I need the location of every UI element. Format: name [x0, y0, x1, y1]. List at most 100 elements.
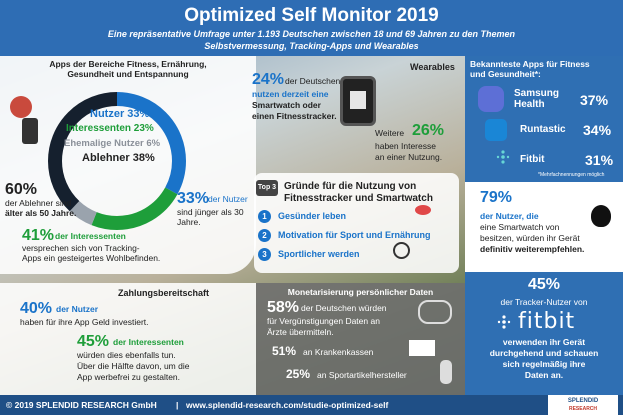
fitbit-text-2: verwenden ihr Gerät	[502, 337, 586, 347]
apple-logo-icon	[591, 205, 611, 227]
stopwatch-icon	[393, 242, 410, 259]
wearables-text-1b: nutzen derzeit eine	[252, 89, 329, 99]
monetarisierung-pct-2: 51%	[272, 344, 297, 358]
bekannteste-footnote: *Mehrfachnennungen möglich	[538, 172, 605, 178]
donut-label-nutzer: Nutzer 33%	[90, 108, 150, 120]
phone-icon	[22, 118, 38, 144]
fitbit-text-1: der Tracker-Nutzer von	[500, 297, 588, 307]
zahlung-text-1b: haben für ihre App Geld investiert.	[20, 317, 149, 327]
donut-label-interessenten: Interessenten 23%	[66, 123, 154, 134]
apple-text-3: besitzen, würden ihr Gerät	[480, 233, 580, 243]
wearables-text-1d: einen Fitnesstracker.	[252, 111, 337, 121]
splendid-research-logo: SPLENDID RESEARCH	[548, 395, 618, 415]
wearables-text-1c: Smartwatch oder	[252, 100, 321, 110]
wearables-pct-1: 24%	[252, 71, 285, 88]
wearables-text-2b: an einer Nutzung.	[375, 152, 443, 162]
monetarisierung-pct-1: 58%	[267, 299, 300, 316]
wearables-text-1a: der Deutschen	[285, 76, 341, 86]
ablehner-pct: 60%	[5, 181, 38, 198]
gruende-item: 3 Sportlicher werden	[258, 248, 438, 267]
monetarisierung-text-1b: für Vergünstigungen Daten an	[267, 316, 380, 326]
monetarisierung-text-1a: der Deutschen würden	[301, 303, 387, 313]
fruit-icon	[415, 205, 431, 215]
fitbit-logo-text: fitbit	[518, 309, 576, 334]
interessenten-pct: 41%	[22, 227, 55, 244]
zahlung-title: Zahlungsbereitschaft	[118, 288, 210, 298]
apple-panel	[465, 182, 623, 272]
fitbit-logo-dots-svg	[497, 315, 511, 329]
zahlung-pct-2: 45%	[77, 333, 110, 350]
footer: © 2019 SPLENDID RESEARCH GmbH | www.sple…	[0, 395, 623, 415]
gruende-item-text: Gesünder leben	[278, 211, 347, 221]
header: Optimized Self Monitor 2019 Eine repräse…	[0, 0, 623, 56]
page-title: Optimized Self Monitor 2019	[184, 5, 439, 26]
apps-donut-chart	[48, 92, 186, 230]
logo-line-1: SPLENDID	[567, 398, 599, 404]
interessenten-text-2: versprechen sich von Tracking-	[22, 243, 140, 253]
nutzer-text-2: sind jünger als 30	[177, 207, 244, 217]
subtitle-line-2: Selbstvermessung, Tracking-Apps und Wear…	[204, 41, 419, 51]
footer-copyright: © 2019 SPLENDID RESEARCH GmbH	[6, 400, 157, 410]
fitbit-dots-svg	[496, 150, 510, 164]
donut-label-ablehner: Ablehner 38%	[82, 152, 155, 164]
donut-segment-interessenten	[48, 92, 186, 230]
gruende-item-text: Sportlicher werden	[278, 249, 360, 259]
runner-icon	[440, 360, 452, 384]
nutzer-text-3: Jahre.	[177, 217, 201, 227]
apps-title-line-1: Apps der Bereiche Fitness, Ernährung,	[49, 59, 207, 69]
wearables-pct-2: 26%	[412, 122, 445, 139]
apps-title-line-2: Gesundheit und Entspannung	[67, 69, 189, 79]
monetarisierung-text-2: an Krankenkassen	[303, 347, 374, 357]
fitbit-text-5: Daten an.	[524, 370, 564, 380]
zahlung-panel	[0, 283, 256, 395]
bekannteste-title-2: und Gesundheit*:	[470, 69, 541, 79]
nutzer-pct: 33%	[177, 190, 210, 207]
smartwatch-screen-icon	[350, 91, 366, 109]
monetarisierung-pct-3: 25%	[286, 367, 311, 381]
wearables-text-2a: haben Interesse	[375, 141, 436, 151]
wearables-pct2-prefix: Weitere	[375, 128, 405, 138]
donut-segment-ablehner	[48, 92, 186, 230]
ablehner-text-1: der Ablehner sind	[5, 198, 72, 208]
gruende-item-number: 2	[258, 229, 271, 242]
footer-url-link[interactable]: www.splendid-research.com/studie-optimiz…	[186, 400, 389, 410]
gruende-item: 1 Gesünder leben	[258, 210, 438, 229]
monetarisierung-text-1c: Ärzte übermitteln.	[267, 327, 334, 337]
nutzer-text-1: der Nutzer	[208, 194, 248, 204]
stethoscope-icon	[418, 300, 452, 324]
gruende-item-number: 3	[258, 248, 271, 261]
app-name: Samsung Health	[514, 88, 560, 110]
smartwatch-icon	[340, 76, 376, 126]
apple-text-4: definitiv weiterempfehlen.	[480, 244, 585, 254]
zahlung-text-2c: Über die Hälfte davon, um die	[77, 361, 190, 371]
zahlung-text-2b: würden dies ebenfalls tun.	[77, 350, 176, 360]
heart-app-icon	[10, 96, 32, 118]
gruende-title-1: Gründe für die Nutzung von	[284, 181, 417, 192]
gruende-item-number: 1	[258, 210, 271, 223]
apple-pct: 79%	[480, 189, 513, 206]
fitbit-text-4: sich regelmäßig ihre	[502, 359, 586, 369]
monetarisierung-text-3: an Sportartikelhersteller	[317, 370, 407, 380]
fitbit-logo-icon	[497, 315, 511, 329]
heartbeat-icon	[409, 340, 435, 356]
app-pct: 37%	[580, 92, 609, 108]
zahlung-text-1a: der Nutzer	[56, 304, 99, 314]
apple-text-1: der Nutzer, die	[480, 211, 539, 221]
gruende-item-text: Motivation für Sport und Ernährung	[278, 230, 431, 240]
wearables-title: Wearables	[410, 62, 455, 72]
app-pct: 31%	[585, 152, 614, 168]
subtitle-line-1: Eine repräsentative Umfrage unter 1.193 …	[107, 29, 516, 39]
ablehner-text-2: älter als 50 Jahre.	[5, 208, 77, 218]
app-name: Runtastic	[520, 124, 566, 135]
zahlung-text-2a: der Interessenten	[113, 337, 184, 347]
gruende-item: 2 Motivation für Sport und Ernährung	[258, 229, 438, 248]
top3-badge: Top 3	[256, 180, 278, 196]
bekannteste-title: Bekannteste Apps für Fitness und Gesundh…	[470, 59, 590, 79]
zahlung-pct-1: 40%	[20, 300, 53, 317]
bekannteste-title-1: Bekannteste Apps für Fitness	[470, 59, 590, 69]
gruende-panel	[254, 173, 459, 273]
monetarisierung-title: Monetarisierung persönlicher Daten	[287, 287, 434, 297]
logo-line-2: RESEARCH	[568, 406, 598, 412]
gruende-title-2: Fitnesstracker und Smartwatch	[284, 193, 433, 204]
zahlung-text-2d: App werbefrei zu gestalten.	[77, 372, 181, 382]
